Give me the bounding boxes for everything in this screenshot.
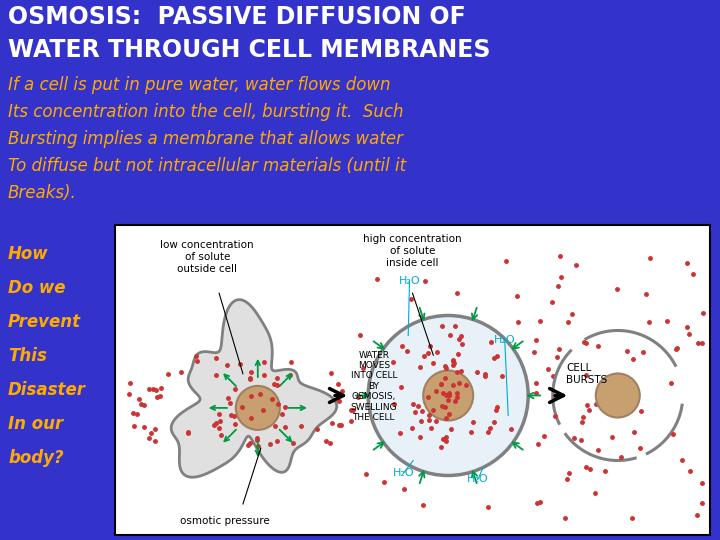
Text: H₂O: H₂O xyxy=(399,276,420,286)
Text: high concentration
of solute
inside cell: high concentration of solute inside cell xyxy=(363,234,462,267)
Bar xyxy=(115,225,710,535)
Circle shape xyxy=(595,374,640,417)
Text: H₂O: H₂O xyxy=(467,474,489,484)
Polygon shape xyxy=(171,300,337,477)
Circle shape xyxy=(368,315,528,476)
Text: Prevent: Prevent xyxy=(8,313,81,331)
Text: Its concentration into the cell, bursting it.  Such: Its concentration into the cell, burstin… xyxy=(8,103,403,121)
Text: body?: body? xyxy=(8,449,63,467)
Text: H₂O: H₂O xyxy=(494,335,516,345)
Text: To diffuse but not intracellular materials (until it: To diffuse but not intracellular materia… xyxy=(8,157,406,175)
Text: Disaster: Disaster xyxy=(8,381,86,399)
Text: Breaks).: Breaks). xyxy=(8,184,77,202)
Circle shape xyxy=(423,370,473,421)
Text: low concentration
of solute
outside cell: low concentration of solute outside cell xyxy=(161,240,254,274)
Text: WATER
MOVES
INTO CELL
BY
OSMOSIS,
SWELLING
THE CELL: WATER MOVES INTO CELL BY OSMOSIS, SWELLI… xyxy=(351,350,397,422)
Text: H₂O: H₂O xyxy=(393,468,415,478)
Text: Bursting implies a membrane that allows water: Bursting implies a membrane that allows … xyxy=(8,130,403,148)
Text: If a cell is put in pure water, water flows down: If a cell is put in pure water, water fl… xyxy=(8,76,390,94)
Text: WATER THROUGH CELL MEMBRANES: WATER THROUGH CELL MEMBRANES xyxy=(8,38,490,62)
Text: This: This xyxy=(8,347,47,365)
Circle shape xyxy=(235,386,280,430)
Text: In our: In our xyxy=(8,415,63,433)
Text: Do we: Do we xyxy=(8,279,66,297)
Text: osmotic pressure: osmotic pressure xyxy=(180,516,270,526)
Text: How: How xyxy=(8,245,49,263)
Text: CELL
BURSTS: CELL BURSTS xyxy=(566,363,607,384)
Text: OSMOSIS:  PASSIVE DIFFUSION OF: OSMOSIS: PASSIVE DIFFUSION OF xyxy=(8,5,466,29)
